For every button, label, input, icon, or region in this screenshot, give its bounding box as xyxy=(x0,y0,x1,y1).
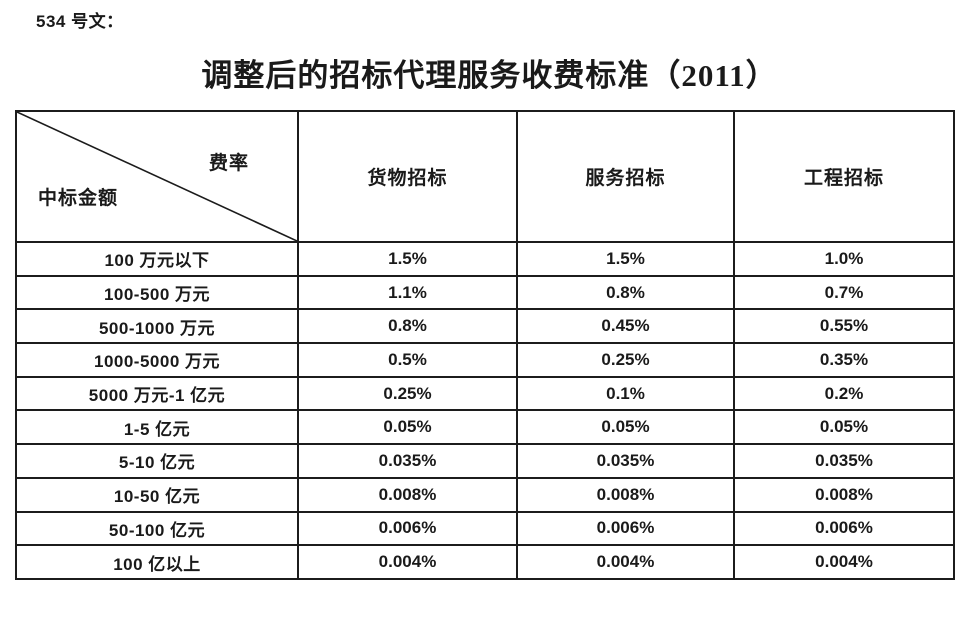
column-header-services: 服务招标 xyxy=(516,110,735,243)
rate-cell: 1.0% xyxy=(733,241,955,277)
rate-cell: 0.035% xyxy=(297,443,518,479)
rate-cell: 0.1% xyxy=(516,375,735,412)
row-label: 1000-5000 万元 xyxy=(15,342,299,378)
rate-cell: 0.035% xyxy=(733,443,955,479)
row-label: 100 万元以下 xyxy=(15,241,299,277)
rate-cell: 0.35% xyxy=(733,342,955,378)
table-row: 10-50 亿元 0.008% 0.008% 0.008% xyxy=(15,476,955,513)
page-title: 调整后的招标代理服务收费标准（2011） xyxy=(201,58,778,93)
row-label: 100 亿以上 xyxy=(15,544,299,580)
rate-cell: 0.8% xyxy=(516,274,735,311)
rate-cell: 0.006% xyxy=(733,510,955,547)
table-row: 5-10 亿元 0.035% 0.035% 0.035% xyxy=(15,443,955,479)
rate-cell: 0.7% xyxy=(733,274,955,311)
rate-cell: 0.45% xyxy=(516,308,735,345)
table-row: 1000-5000 万元 0.5% 0.25% 0.35% xyxy=(15,342,955,378)
table-row: 100-500 万元 1.1% 0.8% 0.7% xyxy=(15,274,955,311)
row-label: 10-50 亿元 xyxy=(15,476,299,513)
rate-cell: 0.004% xyxy=(733,544,955,580)
rate-cell: 1.5% xyxy=(516,241,735,277)
rate-cell: 0.05% xyxy=(733,409,955,446)
rate-cell: 0.008% xyxy=(297,476,518,513)
row-label: 50-100 亿元 xyxy=(15,510,299,547)
rate-cell: 0.05% xyxy=(297,409,518,446)
rate-cell: 0.006% xyxy=(297,510,518,547)
doc-number-label: 534 号文： xyxy=(36,12,124,31)
table-row: 50-100 亿元 0.006% 0.006% 0.006% xyxy=(15,510,955,547)
rate-cell: 0.008% xyxy=(733,476,955,513)
corner-label-rate: 费率 xyxy=(208,153,249,174)
diagonal-line xyxy=(17,112,297,241)
column-header-goods: 货物招标 xyxy=(297,110,518,243)
column-header-engineering: 工程招标 xyxy=(733,110,955,243)
diagonal-corner-cell: 费率 中标金额 xyxy=(15,110,299,243)
rate-cell: 0.25% xyxy=(297,375,518,412)
rate-cell: 0.004% xyxy=(516,544,735,580)
rate-cell: 0.5% xyxy=(297,342,518,378)
table-row: 1-5 亿元 0.05% 0.05% 0.05% xyxy=(15,409,955,446)
corner-label-amount: 中标金额 xyxy=(38,188,119,209)
table-row: 100 万元以下 1.5% 1.5% 1.0% xyxy=(15,241,955,277)
row-label: 5000 万元-1 亿元 xyxy=(15,375,299,412)
fee-standard-table: 费率 中标金额 货物招标 服务招标 工程招标 100 万元以下 1.5% 1.5… xyxy=(15,110,955,580)
rate-cell: 0.8% xyxy=(297,308,518,345)
rate-cell: 1.1% xyxy=(297,274,518,311)
rate-cell: 0.2% xyxy=(733,375,955,412)
rate-cell: 0.55% xyxy=(733,308,955,345)
rate-cell: 0.035% xyxy=(516,443,735,479)
rate-cell: 0.006% xyxy=(516,510,735,547)
row-label: 1-5 亿元 xyxy=(15,409,299,446)
rate-cell: 1.5% xyxy=(297,241,518,277)
table-row: 100 亿以上 0.004% 0.004% 0.004% xyxy=(15,544,955,580)
row-label: 500-1000 万元 xyxy=(15,308,299,345)
table-row: 5000 万元-1 亿元 0.25% 0.1% 0.2% xyxy=(15,375,955,412)
table-row: 500-1000 万元 0.8% 0.45% 0.55% xyxy=(15,308,955,345)
rate-cell: 0.25% xyxy=(516,342,735,378)
rate-cell: 0.008% xyxy=(516,476,735,513)
rate-cell: 0.05% xyxy=(516,409,735,446)
row-label: 5-10 亿元 xyxy=(15,443,299,479)
header-row: 费率 中标金额 货物招标 服务招标 工程招标 xyxy=(15,110,955,243)
row-label: 100-500 万元 xyxy=(15,274,299,311)
rate-cell: 0.004% xyxy=(297,544,518,580)
